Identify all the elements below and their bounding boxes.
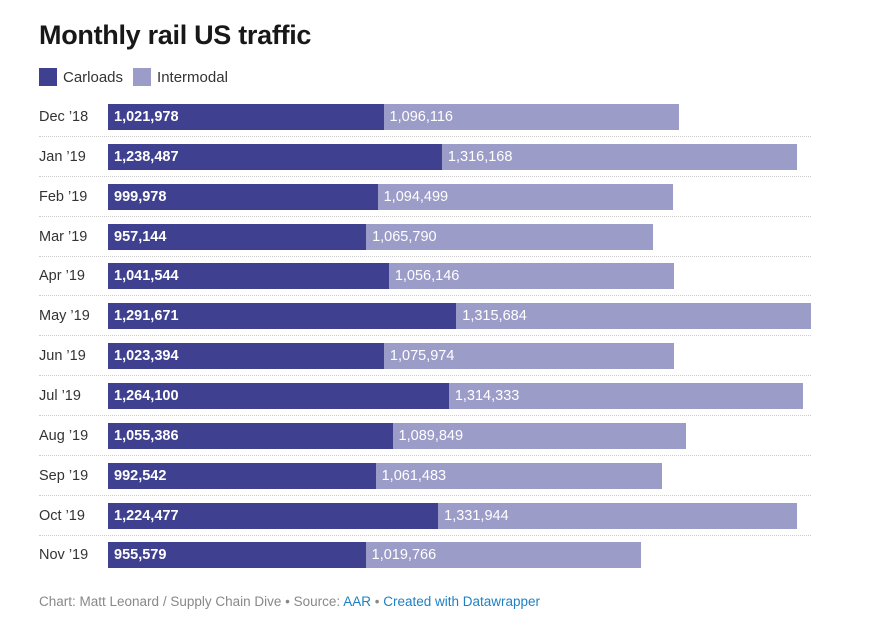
row-divider <box>39 255 811 257</box>
bar-carloads: 1,041,544 <box>108 263 389 290</box>
value-label: 1,094,499 <box>383 188 449 205</box>
value-label: 1,041,544 <box>114 268 179 285</box>
bar-intermodal: 1,061,483 <box>375 462 662 489</box>
row-divider <box>39 335 811 337</box>
row-divider <box>39 494 811 496</box>
legend-label: Carloads <box>63 68 124 86</box>
category-label: Jul ’19 <box>39 387 81 404</box>
category-label: Oct ’19 <box>39 507 85 524</box>
row-divider <box>39 534 811 536</box>
category-label: Jun ’19 <box>39 348 86 365</box>
separator: • <box>374 594 380 609</box>
bar-intermodal: 1,075,974 <box>383 343 675 370</box>
bar-row: May ’19 1,291,671 1,315,684 <box>39 303 811 343</box>
bar-intermodal: 1,331,944 <box>438 502 798 529</box>
category-label: Feb ’19 <box>39 188 88 205</box>
value-label: 1,315,684 <box>462 308 527 325</box>
value-label: 1,075,974 <box>389 348 455 365</box>
legend-label: Intermodal <box>157 68 228 86</box>
value-label: 1,055,386 <box>114 427 179 444</box>
bar-carloads: 1,021,978 <box>108 104 384 130</box>
source-label: Source: <box>293 594 341 609</box>
value-label: 1,019,766 <box>371 547 437 564</box>
bar-row: Oct ’19 1,224,477 1,331,944 <box>39 502 811 543</box>
bar-carloads: 999,978 <box>108 183 378 210</box>
row-divider <box>39 454 811 456</box>
category-label: Aug ’19 <box>39 427 89 444</box>
value-label: 1,065,790 <box>372 228 437 245</box>
row-divider <box>39 215 811 217</box>
bar-intermodal: 1,315,684 <box>456 303 811 330</box>
value-label: 999,978 <box>114 188 167 205</box>
value-label: 1,061,483 <box>381 467 447 484</box>
source-link[interactable]: AAR <box>343 594 371 609</box>
value-label: 1,056,146 <box>394 268 460 285</box>
bar-row: Sep ’19 992,542 1,061,483 <box>39 462 811 503</box>
bar-row: Mar ’19 957,144 1,065,790 <box>39 223 811 264</box>
bar-intermodal: 1,094,499 <box>377 183 673 210</box>
bar-carloads: 1,055,386 <box>108 422 393 449</box>
value-label: 1,291,671 <box>114 308 179 325</box>
value-label: 955,579 <box>114 547 167 564</box>
value-label: 1,316,168 <box>447 148 513 165</box>
bar-carloads: 1,023,394 <box>108 343 384 370</box>
category-label: Sep ’19 <box>39 467 89 484</box>
value-label: 1,023,394 <box>114 348 179 365</box>
bar-row: Jun ’19 1,023,394 1,075,974 <box>39 343 811 383</box>
chart-title: Monthly rail US traffic <box>39 20 312 50</box>
bar-intermodal: 1,096,116 <box>383 104 680 130</box>
bar-intermodal: 1,089,849 <box>392 422 687 449</box>
bar-carloads: 1,291,671 <box>108 303 457 330</box>
bar-carloads: 955,579 <box>108 542 366 569</box>
separator: • <box>285 594 290 609</box>
category-label: May ’19 <box>39 308 90 325</box>
category-label: Dec ’18 <box>39 109 89 125</box>
credit: Chart: Matt Leonard / Supply Chain Dive <box>39 594 282 609</box>
legend-swatch-carloads <box>39 68 57 86</box>
category-label: Jan ’19 <box>39 148 86 165</box>
value-label: 1,314,333 <box>454 387 520 404</box>
bar-carloads: 1,264,100 <box>108 382 449 409</box>
bar-row: Dec ’18 1,021,978 1,096,116 <box>39 104 811 144</box>
bar-intermodal: 1,056,146 <box>388 263 674 290</box>
datawrapper-link[interactable]: Created with Datawrapper <box>383 594 541 609</box>
legend-item-carloads: Carloads <box>39 68 123 86</box>
bar-carloads: 957,144 <box>108 223 367 250</box>
row-divider <box>39 295 811 297</box>
bar-intermodal: 1,065,790 <box>366 223 654 250</box>
row-divider <box>39 375 811 377</box>
value-label: 1,238,487 <box>114 148 179 165</box>
footer: Chart: Matt Leonard / Supply Chain Dive … <box>39 594 540 609</box>
legend-item-intermodal: Intermodal <box>133 68 228 86</box>
bar-intermodal: 1,316,168 <box>441 143 797 170</box>
value-label: 1,264,100 <box>114 387 179 404</box>
bar-row: Jan ’19 1,238,487 1,316,168 <box>39 143 811 184</box>
row-divider <box>39 414 811 416</box>
bar-row: Aug ’19 1,055,386 1,089,849 <box>39 422 811 463</box>
bar-carloads: 1,238,487 <box>108 143 442 170</box>
value-label: 1,224,477 <box>114 507 179 524</box>
legend: Carloads Intermodal <box>39 68 238 86</box>
value-label: 1,021,978 <box>114 109 179 125</box>
bar-intermodal: 1,019,766 <box>365 542 641 569</box>
row-divider <box>39 136 811 137</box>
bar-carloads: 992,542 <box>108 462 376 489</box>
row-divider <box>39 175 811 177</box>
bar-row: Apr ’19 1,041,544 1,056,146 <box>39 263 811 303</box>
legend-swatch-intermodal <box>133 68 152 86</box>
value-label: 957,144 <box>114 228 167 245</box>
value-label: 1,331,944 <box>444 507 509 524</box>
bar-intermodal: 1,314,333 <box>448 382 804 409</box>
category-label: Apr ’19 <box>39 268 85 285</box>
value-label: 992,542 <box>114 467 167 484</box>
bar-row: Nov ’19 955,579 1,019,766 <box>39 542 811 582</box>
category-label: Mar ’19 <box>39 228 88 245</box>
value-label: 1,096,116 <box>389 109 453 125</box>
category-label: Nov ’19 <box>39 547 89 564</box>
value-label: 1,089,849 <box>398 427 464 444</box>
bar-row: Feb ’19 999,978 1,094,499 <box>39 183 811 224</box>
bar-carloads: 1,224,477 <box>108 502 439 529</box>
bar-row: Jul ’19 1,264,100 1,314,333 <box>39 382 811 423</box>
